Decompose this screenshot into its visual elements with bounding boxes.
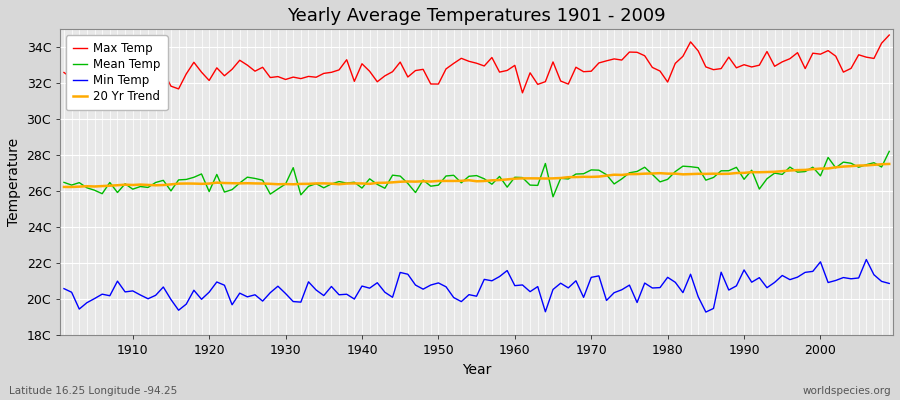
Min Temp (288, 299, 299, 304)
Mean Temp (58, 180, 69, 185)
Max Temp (509, 63, 520, 68)
20 Yr Trend (58, 184, 69, 189)
Line: Mean Temp: Mean Temp (64, 151, 889, 197)
Max Temp (884, 33, 895, 38)
Line: Min Temp: Min Temp (64, 260, 889, 312)
Line: Max Temp: Max Temp (64, 35, 889, 102)
20 Yr Trend (341, 181, 352, 186)
Min Temp (509, 283, 520, 288)
Min Temp (120, 290, 130, 294)
Mean Temp (547, 194, 558, 199)
20 Yr Trend (608, 172, 619, 177)
Min Temp (601, 298, 612, 303)
Legend: Max Temp, Mean Temp, Min Temp, 20 Yr Trend: Max Temp, Mean Temp, Min Temp, 20 Yr Tre… (66, 35, 167, 110)
Min Temp (502, 268, 513, 273)
20 Yr Trend (127, 182, 138, 187)
X-axis label: Year: Year (462, 363, 491, 377)
Mean Temp (884, 149, 895, 154)
Max Temp (127, 83, 138, 88)
20 Yr Trend (509, 176, 520, 181)
Max Temp (341, 57, 352, 62)
Title: Yearly Average Temperatures 1901 - 2009: Yearly Average Temperatures 1901 - 2009 (287, 7, 666, 25)
Mean Temp (509, 175, 520, 180)
Line: 20 Yr Trend: 20 Yr Trend (64, 164, 889, 187)
Max Temp (58, 70, 69, 75)
Min Temp (861, 257, 872, 262)
Min Temp (334, 292, 345, 297)
Max Temp (518, 90, 528, 95)
Min Temp (884, 281, 895, 286)
Mean Temp (334, 179, 345, 184)
Mean Temp (608, 182, 619, 186)
Max Temp (608, 56, 619, 61)
Mean Temp (288, 165, 299, 170)
Text: worldspecies.org: worldspecies.org (803, 386, 891, 396)
20 Yr Trend (295, 182, 306, 186)
Text: Latitude 16.25 Longitude -94.25: Latitude 16.25 Longitude -94.25 (9, 386, 177, 396)
Max Temp (82, 100, 93, 105)
20 Yr Trend (67, 184, 77, 189)
20 Yr Trend (518, 176, 528, 181)
Min Temp (58, 286, 69, 291)
Mean Temp (502, 185, 513, 190)
Max Temp (295, 76, 306, 81)
Mean Temp (120, 181, 130, 186)
Min Temp (700, 310, 711, 314)
Y-axis label: Temperature: Temperature (7, 138, 21, 226)
20 Yr Trend (884, 162, 895, 166)
